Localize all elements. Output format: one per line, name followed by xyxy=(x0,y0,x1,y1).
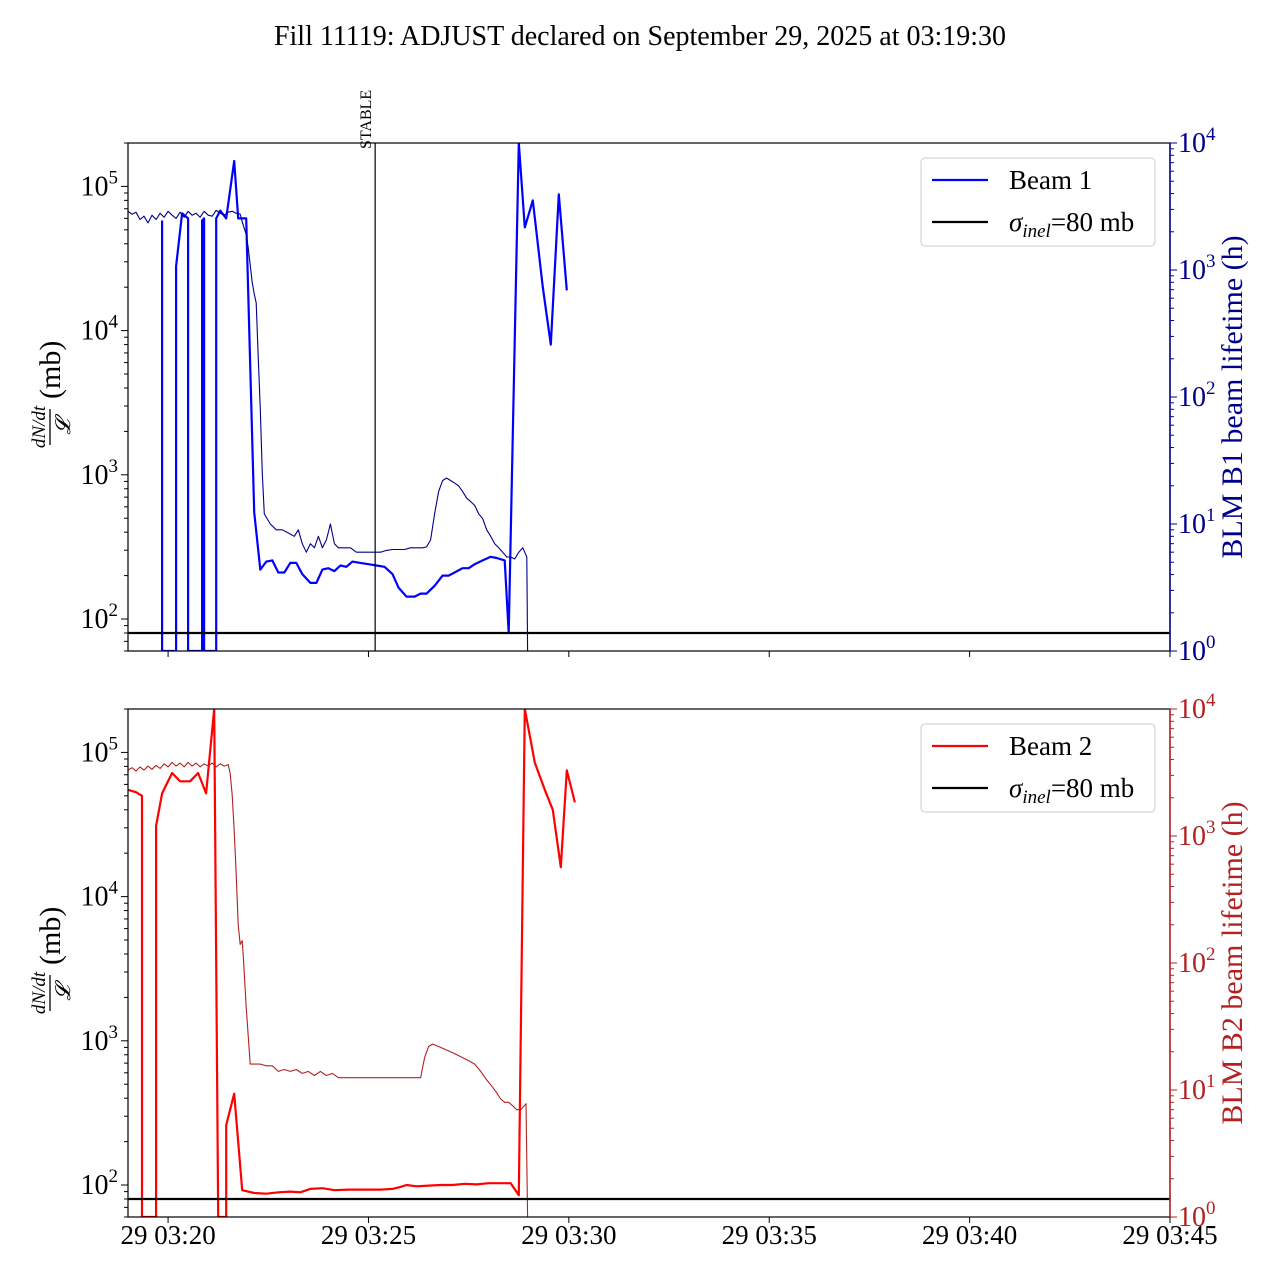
series-line-beam xyxy=(128,709,576,1217)
right-axis-label: BLM B2 beam lifetime (h) xyxy=(1216,801,1249,1124)
x-tick-label: 29 03:20 xyxy=(120,1220,215,1250)
legend: Beam 2 σinel=80 mb xyxy=(920,723,1156,813)
series-line-blm-lifetime xyxy=(128,209,529,651)
series-line-blm-lifetime xyxy=(128,761,529,1217)
series-group xyxy=(128,143,1170,651)
x-tick-label: 29 03:35 xyxy=(722,1220,817,1250)
right-tick-label: 103 xyxy=(1178,251,1216,286)
legend-label: Beam 2 xyxy=(1009,731,1092,761)
right-tick-label: 102 xyxy=(1178,944,1216,979)
right-tick-label: 101 xyxy=(1178,1071,1216,1106)
right-tick-label: 103 xyxy=(1178,817,1216,852)
figure-title: Fill 11119: ADJUST declared on September… xyxy=(274,21,1006,52)
x-tick-label: 29 03:45 xyxy=(1122,1220,1217,1250)
left-tick-label: 105 xyxy=(81,167,119,202)
right-tick-label: 102 xyxy=(1178,378,1216,413)
stable-marker-label: STABLE xyxy=(358,90,375,149)
left-axis-label-unit: (mb) xyxy=(34,907,67,965)
right-tick-label: 100 xyxy=(1178,632,1216,667)
left-axis-label-numerator: dN/dt xyxy=(29,971,50,1014)
series-line-beam xyxy=(161,143,568,651)
right-tick-label: 104 xyxy=(1178,124,1216,159)
panel-top: STABLE 102 103 104 105 100 101 102 103 104 BLM B1 … xyxy=(29,90,1249,667)
series-group xyxy=(128,709,1170,1217)
right-tick-label: 100 xyxy=(1178,1198,1216,1233)
left-tick-label: 105 xyxy=(81,733,119,768)
left-tick-label: 103 xyxy=(81,456,119,491)
right-axis-label: BLM B1 beam lifetime (h) xyxy=(1216,235,1249,558)
x-tick-label: 29 03:30 xyxy=(521,1220,616,1250)
left-tick-label: 102 xyxy=(81,600,119,635)
left-axis-label-unit: (mb) xyxy=(34,341,67,399)
x-tick-label: 29 03:40 xyxy=(922,1220,1017,1250)
left-tick-label: 104 xyxy=(81,312,119,347)
x-tick-label: 29 03:25 xyxy=(321,1220,416,1250)
left-tick-label: 104 xyxy=(81,878,119,913)
right-tick-label: 104 xyxy=(1178,690,1216,725)
left-tick-label: 102 xyxy=(81,1166,119,1201)
legend: Beam 1 σinel=80 mb xyxy=(920,157,1156,247)
left-axis-label-numerator: dN/dt xyxy=(29,405,50,448)
right-tick-label: 101 xyxy=(1178,505,1216,540)
legend-label: Beam 1 xyxy=(1009,165,1092,195)
legend-label: σinel=80 mb xyxy=(1009,773,1134,808)
left-tick-label: 103 xyxy=(81,1022,119,1057)
legend-label: σinel=80 mb xyxy=(1009,207,1134,242)
